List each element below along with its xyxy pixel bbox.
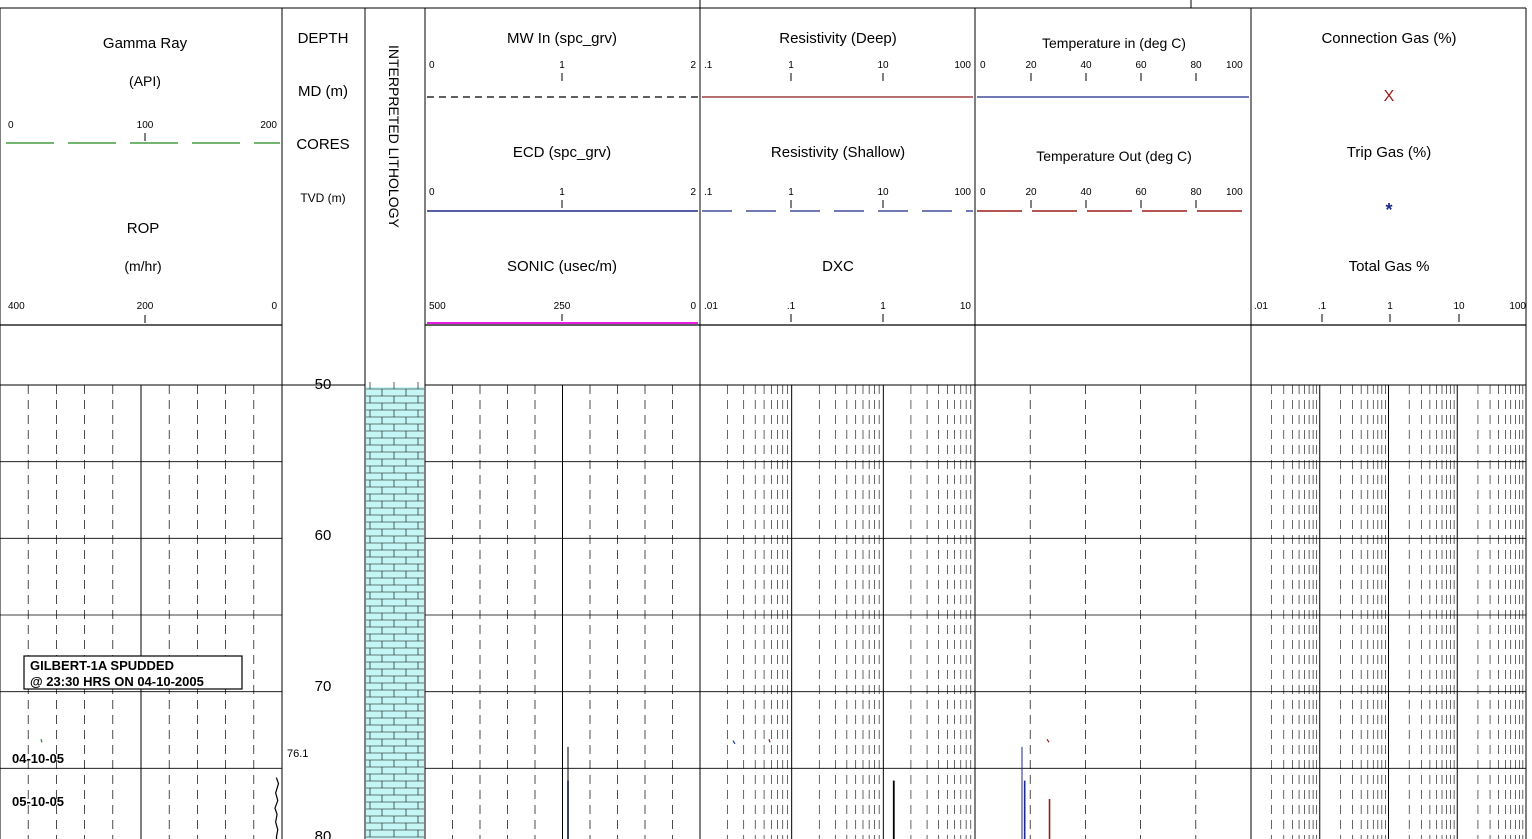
ecd-title: ECD (spc_grv) — [513, 144, 611, 161]
gamma-ray-scale-min: 0 — [8, 120, 14, 131]
connection-gas-title: Connection Gas (%) — [1321, 30, 1456, 47]
gamma-ray-unit: (API) — [129, 73, 161, 89]
track-grids — [0, 385, 1526, 839]
depth-label-70: 70 — [315, 678, 332, 695]
date-label-2: 05-10-05 — [12, 794, 64, 809]
total-gas-scale-1: .1 — [1318, 301, 1327, 312]
temp-out-scale-1: 20 — [1025, 187, 1037, 198]
rop-scale-left: 400 — [8, 301, 25, 312]
sonic-scale-left: 500 — [429, 301, 446, 312]
tvd-header: TVD (m) — [300, 191, 345, 205]
temp-in-scale-5: 100 — [1226, 60, 1243, 71]
dxc-scale-1: .1 — [787, 301, 796, 312]
gamma-start-mark — [40, 739, 43, 743]
res-deep-scale-2: 10 — [877, 60, 889, 71]
connection-gas-symbol: X — [1384, 88, 1395, 105]
dxc-scale-3: 10 — [960, 301, 972, 312]
gamma-ray-scale-mid: 100 — [137, 120, 154, 131]
temp-out-title: Temperature Out (deg C) — [1036, 148, 1192, 164]
res-deep-scale-3: 100 — [954, 60, 971, 71]
spud-annotation-box — [23, 655, 243, 690]
trip-gas-title: Trip Gas (%) — [1347, 144, 1431, 161]
total-gas-scale-4: 100 — [1509, 301, 1526, 312]
temp-out-scale-0: 0 — [980, 187, 986, 198]
res-shallow-start-mark — [732, 740, 736, 745]
lithology-header: INTERPRETED LITHOLOGY — [386, 45, 402, 228]
temp-in-scale-3: 60 — [1135, 60, 1147, 71]
mw-in-scale-max: 2 — [690, 60, 696, 71]
gamma-ray-scale-max: 200 — [260, 120, 277, 131]
res-deep-title: Resistivity (Deep) — [779, 30, 897, 47]
gamma-ray-title: Gamma Ray — [103, 35, 188, 52]
temp-in-scale-2: 40 — [1080, 60, 1092, 71]
rop-trace — [274, 777, 280, 839]
depth-label-50: 50 — [315, 376, 332, 393]
cores-header: CORES — [296, 136, 349, 153]
ecd-scale-min: 0 — [429, 187, 435, 198]
sonic-scale-mid: 250 — [554, 301, 571, 312]
res-deep-start-mark — [768, 739, 771, 743]
temp-in-title: Temperature in (deg C) — [1042, 35, 1186, 51]
trip-gas-symbol: * — [1385, 200, 1392, 220]
dxc-scale-2: 1 — [880, 301, 886, 312]
dxc-scale-0: .01 — [704, 301, 718, 312]
spud-annotation-line1: GILBERT-1A SPUDDED — [30, 658, 174, 673]
total-gas-scale-3: 10 — [1453, 301, 1465, 312]
rop-scale-mid: 200 — [137, 301, 154, 312]
res-shallow-scale-0: .1 — [704, 187, 713, 198]
curve-traces — [40, 738, 1051, 839]
spud-annotation-line2: @ 23:30 HRS ON 04-10-2005 — [30, 674, 204, 689]
temp-out-start-mark — [1046, 738, 1050, 743]
res-shallow-scale-3: 100 — [954, 187, 971, 198]
lithology-column — [366, 382, 424, 839]
td-depth-label: 76.1 — [287, 748, 308, 760]
temp-out-scale-5: 100 — [1226, 187, 1243, 198]
dxc-title: DXC — [822, 258, 854, 275]
temp-out-scale-4: 80 — [1190, 187, 1202, 198]
rop-title: ROP — [127, 220, 160, 237]
date-label-1: 04-10-05 — [12, 751, 64, 766]
temp-out-scale-2: 40 — [1080, 187, 1092, 198]
depth-label-80: 80 — [315, 828, 332, 839]
rop-unit: (m/hr) — [124, 258, 161, 274]
depth-header: DEPTH — [298, 30, 349, 47]
ecd-scale-mid: 1 — [559, 187, 565, 198]
temp-in-scale-1: 20 — [1025, 60, 1037, 71]
mw-in-scale-mid: 1 — [559, 60, 565, 71]
total-gas-title: Total Gas % — [1349, 258, 1430, 275]
res-shallow-scale-1: 1 — [788, 187, 794, 198]
sonic-title: SONIC (usec/m) — [507, 258, 617, 275]
depth-label-60: 60 — [315, 527, 332, 544]
res-deep-scale-0: .1 — [704, 60, 713, 71]
total-gas-scale-0: .01 — [1254, 301, 1268, 312]
rop-scale-right: 0 — [271, 301, 277, 312]
temp-out-scale-3: 60 — [1135, 187, 1147, 198]
ecd-scale-max: 2 — [690, 187, 696, 198]
total-gas-scale-2: 1 — [1387, 301, 1393, 312]
sonic-scale-right: 0 — [690, 301, 696, 312]
md-header: MD (m) — [298, 83, 348, 100]
temp-in-scale-4: 80 — [1190, 60, 1202, 71]
res-shallow-scale-2: 10 — [877, 187, 889, 198]
res-shallow-title: Resistivity (Shallow) — [771, 144, 905, 161]
mw-in-scale-min: 0 — [429, 60, 435, 71]
res-deep-scale-1: 1 — [788, 60, 794, 71]
temp-in-scale-0: 0 — [980, 60, 986, 71]
mw-in-title: MW In (spc_grv) — [507, 30, 617, 47]
